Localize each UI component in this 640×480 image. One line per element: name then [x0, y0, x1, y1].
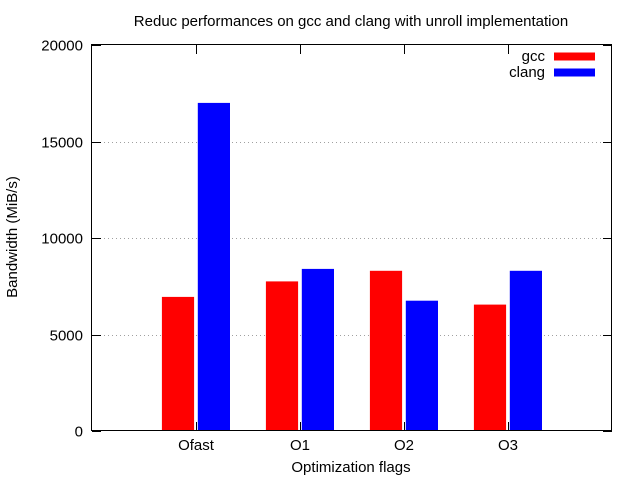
x-tick-label: O3 [498, 437, 518, 454]
grid-lines [92, 142, 612, 336]
y-tick-label: 15000 [41, 135, 83, 152]
y-axis-label: Bandwidth (MiB/s) [4, 176, 21, 298]
bar-gcc-Ofast [161, 296, 195, 431]
legend-swatch-gcc [554, 52, 595, 61]
bar-gcc-O3 [473, 304, 507, 431]
y-tick-label: 20000 [41, 38, 83, 55]
legend-swatch-clang [554, 68, 595, 77]
y-tick-label: 0 [75, 424, 83, 441]
bar-clang-O2 [405, 300, 438, 431]
legend-label-gcc: gcc [522, 48, 546, 65]
x-tick-label: O2 [394, 437, 414, 454]
bar-gcc-O1 [265, 281, 299, 431]
y-tick-label: 10000 [41, 231, 83, 248]
plot-frame [91, 44, 612, 431]
bar-clang-O3 [509, 270, 542, 431]
bar-clang-O1 [301, 268, 334, 431]
bar-clang-Ofast [197, 102, 230, 432]
y-axis-ticks: 0 5000 10000 15000 20000 [41, 38, 612, 441]
x-tick-label: O1 [290, 437, 310, 454]
legend-label-clang: clang [509, 64, 545, 81]
x-axis-label: Optimization flags [291, 459, 410, 476]
y-tick-label: 5000 [50, 328, 83, 345]
bars [161, 102, 542, 432]
bar-gcc-O2 [369, 270, 403, 431]
chart-title: Reduc performances on gcc and clang with… [134, 13, 568, 30]
x-tick-label: Ofast [178, 437, 215, 454]
x-axis-ticks: Ofast O1 O2 O3 [178, 45, 518, 454]
